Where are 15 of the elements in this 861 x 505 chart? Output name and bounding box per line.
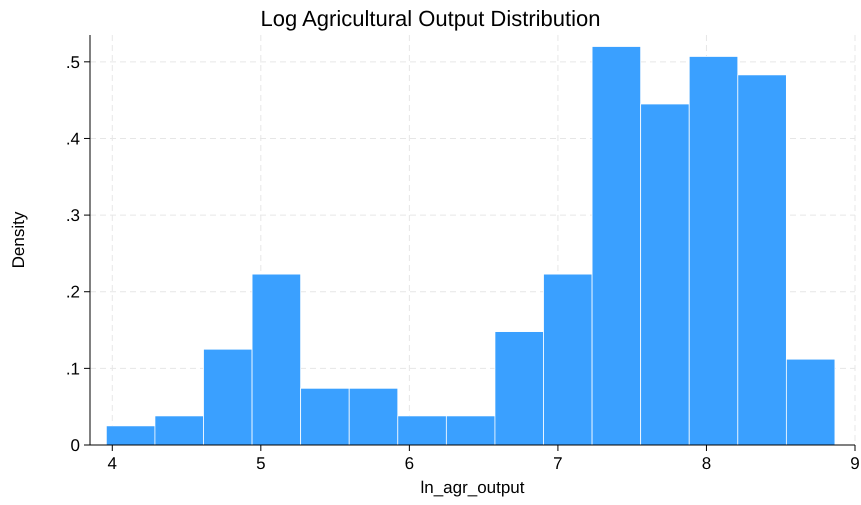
x-axis-title: ln_agr_output — [420, 478, 525, 497]
x-tick-label: 5 — [256, 454, 266, 473]
y-tick-label: .4 — [66, 129, 80, 148]
x-tick-label: 4 — [108, 454, 118, 473]
y-tick-label: .2 — [66, 282, 80, 302]
y-tick-label: 0 — [70, 436, 80, 455]
y-tick-label: .5 — [66, 52, 80, 72]
x-tick-label: 7 — [553, 454, 563, 473]
x-tick-label: 8 — [702, 454, 712, 473]
x-tick-label: 6 — [404, 454, 414, 473]
y-tick-label: .3 — [66, 206, 80, 226]
x-tick-label: 9 — [850, 454, 860, 473]
y-axis-title: Density — [9, 211, 28, 268]
chart-title: Log Agricultural Output Distribution — [260, 6, 600, 31]
y-tick-label: .1 — [66, 359, 80, 378]
